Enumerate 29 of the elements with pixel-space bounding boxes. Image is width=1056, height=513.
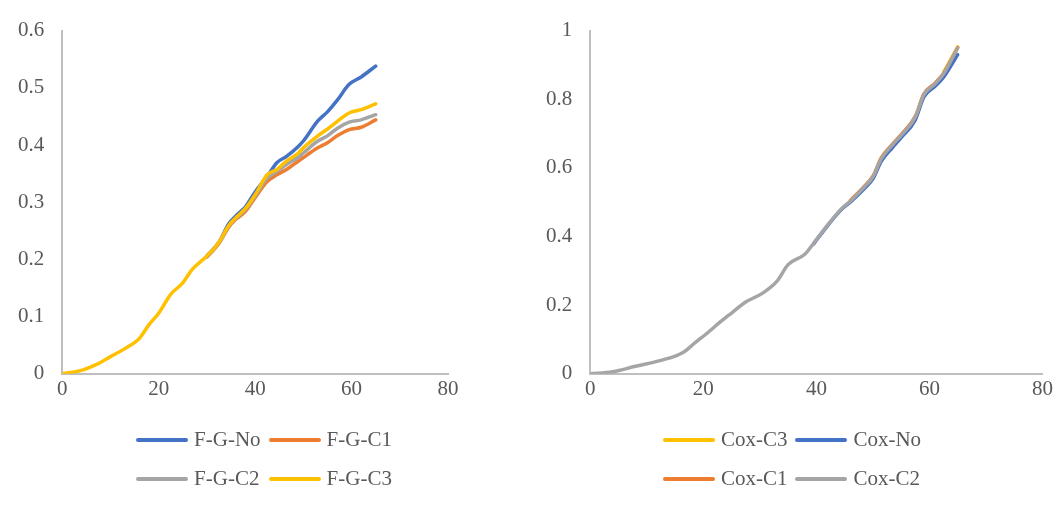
legend-label: F-G-C2 xyxy=(194,466,260,491)
legend-label: F-G-C3 xyxy=(326,466,392,491)
x-tick-label: 20 xyxy=(148,375,170,400)
x-tick-label: 60 xyxy=(918,375,940,400)
legend-label: Cox-C2 xyxy=(853,466,920,491)
x-tick-label: 40 xyxy=(244,375,266,400)
y-tick-label: 0.2 xyxy=(546,291,573,316)
x-tick-label: 20 xyxy=(692,375,714,400)
legend-label: Cox-C3 xyxy=(720,427,788,452)
y-tick-label: 0.4 xyxy=(546,223,573,248)
y-tick-label: 0.1 xyxy=(18,303,45,328)
legend-label: Cox-No xyxy=(853,427,922,452)
x-tick-label: 60 xyxy=(341,375,363,400)
y-tick-label: 0.4 xyxy=(18,131,45,156)
y-tick-label: 0.2 xyxy=(18,245,45,270)
x-tick-label: 80 xyxy=(437,375,459,400)
x-tick-label: 80 xyxy=(1032,375,1053,400)
y-tick-label: 0.8 xyxy=(546,85,573,110)
y-tick-label: 0.6 xyxy=(546,154,573,179)
x-tick-label: 0 xyxy=(57,375,68,400)
y-tick-label: 0.5 xyxy=(18,74,45,99)
legend-label: F-G-C1 xyxy=(326,427,392,452)
legend-label: F-G-No xyxy=(194,427,261,452)
x-tick-label: 40 xyxy=(805,375,827,400)
y-tick-label: 0.3 xyxy=(18,188,45,213)
x-tick-label: 0 xyxy=(585,375,596,400)
y-tick-label: 1 xyxy=(561,17,573,42)
y-tick-label: 0.6 xyxy=(18,17,45,42)
legend-label: Cox-C1 xyxy=(720,466,788,491)
